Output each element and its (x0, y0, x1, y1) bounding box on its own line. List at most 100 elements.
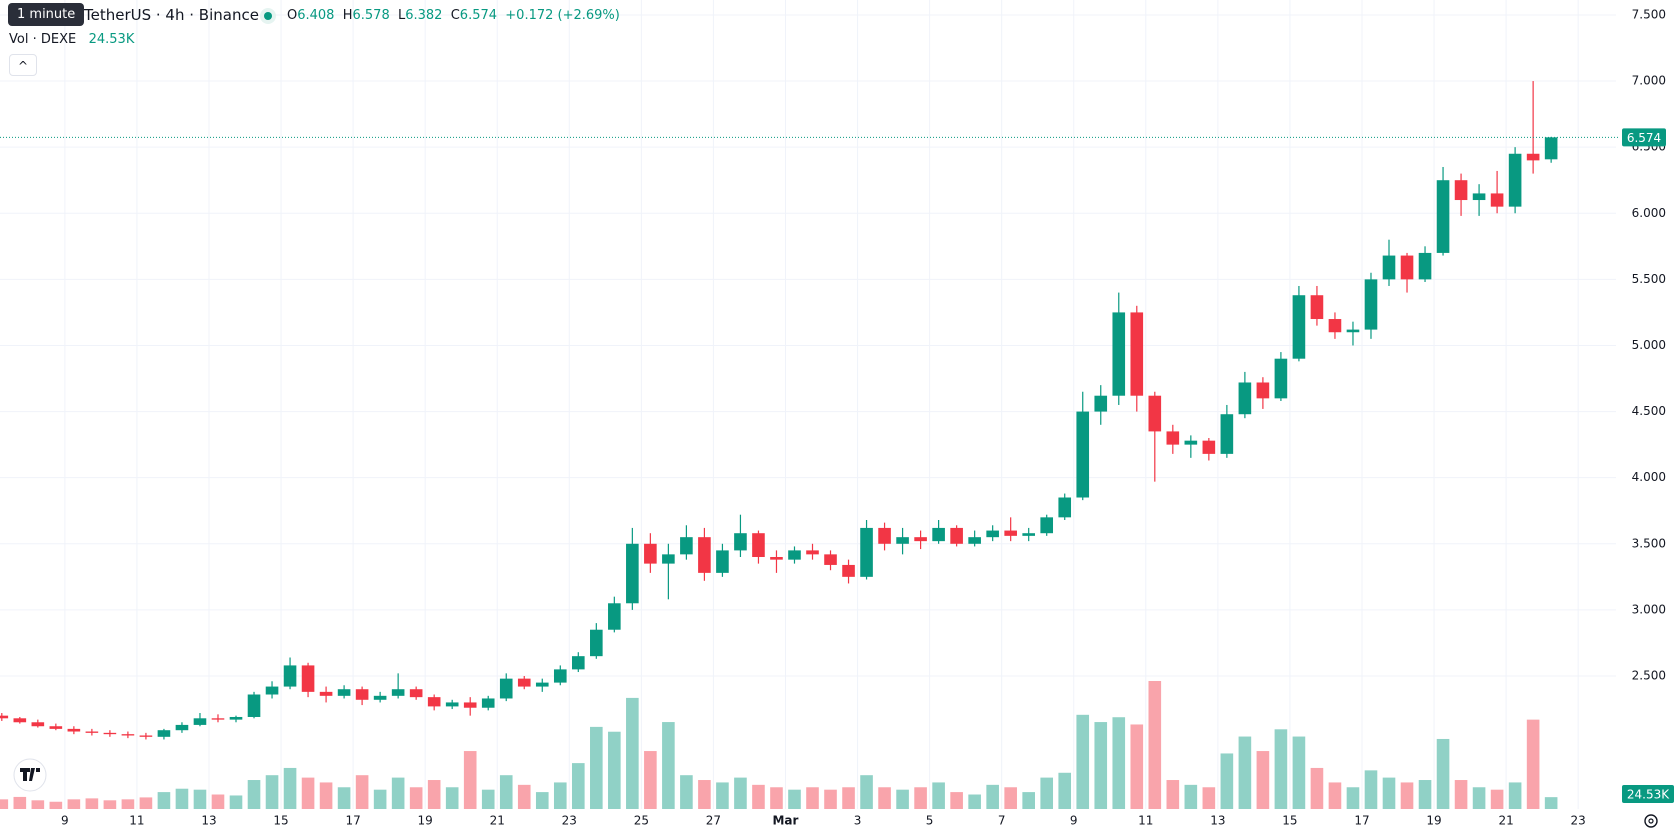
last-price-label: 6.574 (1627, 131, 1661, 145)
candle-body (1166, 431, 1180, 445)
candle-body (481, 698, 495, 708)
volume-bar (31, 800, 45, 809)
x-tick-label: 27 (706, 814, 721, 828)
volume-bar (932, 782, 945, 809)
x-tick-label: 21 (1498, 814, 1513, 828)
tradingview-logo (13, 758, 47, 792)
ohlc-letter: C (450, 8, 460, 23)
candle-body (950, 527, 963, 544)
candle-body (247, 694, 261, 717)
x-tick-label: 9 (1070, 814, 1078, 828)
candle-body (1220, 414, 1234, 454)
candle-body (355, 689, 369, 700)
volume-bar (265, 775, 279, 809)
candle-body (932, 527, 945, 542)
candle-body (1472, 193, 1486, 201)
volume-bar (553, 782, 567, 809)
volume-bar (445, 787, 459, 809)
candle-body (1094, 395, 1108, 412)
candle-body (698, 537, 711, 573)
volume-bar (301, 777, 315, 809)
candle-body (1526, 153, 1540, 161)
volume-bar (229, 795, 243, 809)
candle-body (1184, 440, 1198, 445)
volume-bar (770, 787, 783, 809)
volume-bar (1076, 714, 1090, 809)
volume-bar (211, 794, 225, 809)
volume-bar (1022, 792, 1035, 809)
candle-body (1490, 193, 1504, 207)
ohlc-letter: O (287, 8, 298, 23)
volume-bar (283, 767, 297, 809)
candle-body (103, 732, 117, 735)
x-tick-label: 15 (1282, 814, 1297, 828)
volume-bar (968, 794, 981, 809)
x-tick-label: 17 (1354, 814, 1369, 828)
candle-body (553, 669, 567, 683)
gear-inner (1648, 818, 1654, 824)
candle-body (499, 678, 513, 699)
symbol-title[interactable]: TetherUS · 4h · Binance (84, 6, 259, 24)
x-tick-label: 15 (273, 814, 288, 828)
y-tick-label: 6.000 (1632, 206, 1666, 220)
x-tick-label: 23 (1571, 814, 1586, 828)
volume-bar (1112, 717, 1126, 809)
x-tick-label: 7 (998, 814, 1006, 828)
candle-body (1508, 153, 1522, 207)
x-tick-label: Mar (772, 814, 798, 828)
y-tick-label: 7.500 (1632, 7, 1666, 21)
volume-bar (1148, 681, 1162, 809)
volume-bar (247, 780, 261, 809)
volume-bar (175, 788, 189, 809)
x-tick-label: 5 (926, 814, 934, 828)
settings-icon[interactable] (1644, 814, 1658, 828)
candle-body (157, 730, 171, 737)
volume-bar (824, 789, 837, 809)
volume-bar (85, 798, 99, 809)
volume-bar (0, 799, 9, 809)
volume-bar (409, 787, 423, 809)
volume-bar (896, 789, 909, 809)
candle-body (517, 678, 531, 687)
volume-bar (752, 784, 765, 809)
candle-body (590, 629, 603, 657)
volume-bar (1292, 736, 1306, 809)
candle-body (1040, 517, 1054, 534)
volume-layer (0, 681, 1558, 809)
candle-body (716, 550, 729, 573)
x-tick-label: 11 (129, 814, 144, 828)
candle-body (1076, 411, 1090, 498)
volume-legend: Vol · DEXE 24.53K (9, 32, 134, 47)
volume-bar (373, 789, 387, 809)
x-tick-label: 11 (1138, 814, 1153, 828)
y-tick-label: 5.500 (1632, 272, 1666, 286)
volume-bar (1238, 736, 1252, 809)
x-tick-label: 17 (345, 814, 360, 828)
y-tick-label: 3.500 (1632, 536, 1666, 550)
volume-bar (481, 789, 495, 809)
change-value: +0.172 (+2.69%) (505, 8, 620, 23)
collapse-button[interactable]: ^ (9, 54, 37, 76)
y-tick-label: 4.000 (1632, 470, 1666, 484)
candle-body (391, 689, 405, 696)
candle-body (644, 543, 657, 564)
volume-bar (157, 792, 171, 809)
candle-body (1112, 312, 1126, 396)
candle-body (139, 735, 153, 737)
candle-body (0, 715, 9, 719)
candle-body (806, 550, 819, 555)
volume-tag-label: 24.53K (1627, 788, 1670, 802)
candle-body (1238, 382, 1252, 415)
volume-bar (1202, 787, 1216, 809)
candle-body (1256, 382, 1270, 399)
candle-body (1310, 295, 1324, 320)
last-price-tag (1622, 128, 1666, 147)
volume-bar (734, 777, 747, 809)
volume-bar (1346, 787, 1360, 809)
candle-body (752, 533, 765, 558)
volume-bar (1364, 770, 1378, 809)
y-tick-label: 4.500 (1632, 404, 1666, 418)
candle-body (1544, 137, 1558, 160)
ohlc-legend: O6.408 H6.578 L6.382 C6.574 +0.172 (+2.6… (287, 8, 620, 23)
